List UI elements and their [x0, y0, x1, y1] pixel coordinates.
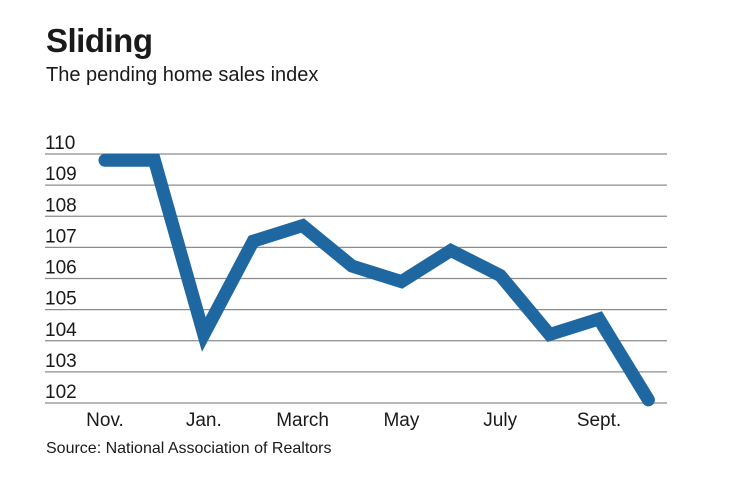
series-line-group: [98, 153, 655, 407]
y-tick-label: 105: [45, 289, 77, 310]
gridlines: [45, 153, 667, 404]
y-tick-label: 103: [45, 351, 77, 372]
series-line: [98, 153, 655, 407]
source-note: Source: National Association of Realtors: [46, 440, 332, 457]
x-tick-label: March: [276, 410, 329, 431]
chart-title: Sliding: [46, 22, 153, 59]
chart-subtitle: The pending home sales index: [46, 64, 319, 86]
y-tick-label: 102: [45, 382, 77, 403]
y-tick-label: 107: [45, 226, 77, 247]
x-axis-labels: Nov. Jan. March May July Sept.: [86, 410, 621, 431]
y-axis-labels: 110 109 108 107 106 105 104 103 102: [45, 133, 77, 403]
y-tick-label: 109: [45, 164, 77, 185]
y-tick-label: 106: [45, 258, 77, 279]
x-tick-label: May: [383, 410, 419, 431]
x-tick-label: July: [483, 410, 517, 431]
y-tick-label: 110: [45, 133, 75, 154]
x-tick-label: Sept.: [577, 410, 621, 431]
x-tick-label: Jan.: [186, 410, 222, 431]
y-tick-label: 104: [45, 320, 77, 341]
y-tick-label: 108: [45, 195, 77, 216]
x-tick-label: Nov.: [86, 410, 124, 431]
